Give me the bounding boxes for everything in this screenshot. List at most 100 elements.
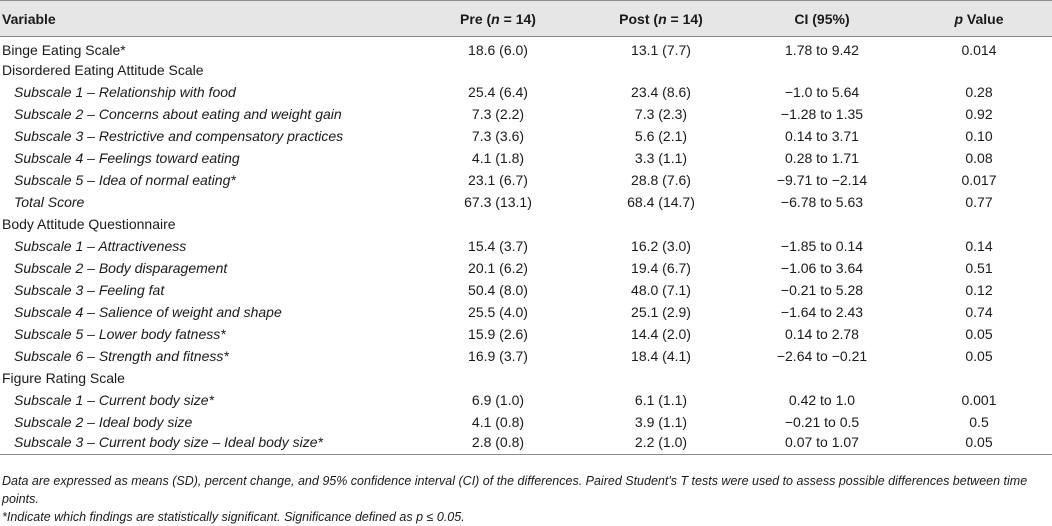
cell-ci: [738, 59, 906, 81]
header-post-prefix: Post (: [619, 10, 659, 27]
cell-post: 13.1 (7.7): [631, 41, 691, 58]
cell-post: [584, 59, 738, 81]
cell-variable: Subscale 1 – Current body size*: [14, 391, 214, 408]
cell-variable: Total Score: [14, 193, 85, 210]
cell-p: 0.001: [961, 391, 997, 408]
cell-post: 16.2 (3.0): [631, 237, 691, 254]
table-row: Subscale 4 – Feelings toward eating 4.1 …: [0, 147, 1052, 169]
cell-p: 0.77: [965, 193, 993, 210]
cell-variable: Subscale 3 – Feeling fat: [14, 281, 165, 298]
cell-variable: Subscale 4 – Salience of weight and shap…: [14, 303, 282, 320]
header-pre-suffix: = 14): [499, 10, 536, 27]
cell-p: 0.10: [965, 127, 993, 144]
cell-pre: 50.4 (8.0): [468, 281, 528, 298]
cell-ci: 0.28 to 1.71: [785, 149, 859, 166]
cell-variable: Disordered Eating Attitude Scale: [2, 61, 204, 78]
table-row: Subscale 1 – Attractiveness 15.4 (3.7) 1…: [0, 235, 1052, 257]
cell-post: 23.4 (8.6): [631, 83, 691, 100]
cell-p: 0.017: [961, 171, 997, 188]
table-row: Subscale 5 – Lower body fatness* 15.9 (2…: [0, 323, 1052, 345]
table-row: Subscale 1 – Relationship with food 25.4…: [0, 81, 1052, 103]
table-row: Binge Eating Scale* 18.6 (6.0) 13.1 (7.7…: [0, 37, 1052, 59]
header-p-italic: p: [954, 10, 964, 27]
cell-ci: −1.64 to 2.43: [780, 303, 864, 320]
cell-ci: 1.78 to 9.42: [785, 41, 859, 58]
cell-ci: 0.42 to 1.0: [788, 391, 856, 408]
cell-p: 0.05: [906, 432, 1052, 455]
cell-p: 0.92: [965, 105, 993, 122]
cell-post: 5.6 (2.1): [634, 127, 688, 144]
cell-post: 18.4 (4.1): [631, 347, 691, 364]
table-row: Subscale 3 – Feeling fat 50.4 (8.0) 48.0…: [0, 279, 1052, 301]
table-footnote-significance: *Indicate which findings are statistical…: [2, 510, 465, 524]
cell-p: [906, 367, 1052, 389]
cell-variable: Subscale 3 – Restrictive and compensator…: [14, 127, 344, 144]
table-footnote-data: Data are expressed as means (SD), percen…: [2, 474, 1028, 506]
cell-pre: 6.9 (1.0): [471, 391, 525, 408]
header-post-suffix: = 14): [666, 10, 703, 27]
cell-ci: [738, 213, 906, 235]
header-post: Post (n = 14): [584, 0, 738, 37]
cell-pre: 2.8 (0.8): [412, 432, 584, 455]
table-header: Variable Pre (n = 14) Post (n = 14) CI (…: [0, 0, 1052, 37]
header-ci: CI (95%): [738, 0, 906, 37]
cell-pre: [412, 59, 584, 81]
header-pre-prefix: Pre (: [460, 10, 492, 27]
cell-variable: Figure Rating Scale: [2, 369, 125, 386]
table-row: Subscale 3 – Restrictive and compensator…: [0, 125, 1052, 147]
cell-ci: −9.71 to −2.14: [776, 171, 868, 188]
cell-variable: Subscale 1 – Attractiveness: [14, 237, 187, 254]
cell-pre: 15.4 (3.7): [468, 237, 528, 254]
cell-variable: Subscale 3 – Current body size – Ideal b…: [0, 432, 412, 455]
cell-pre: [412, 213, 584, 235]
table-row: Subscale 2 – Concerns about eating and w…: [0, 103, 1052, 125]
table-row: Subscale 2 – Ideal body size 4.1 (0.8) 3…: [0, 411, 1052, 433]
cell-post: [584, 213, 738, 235]
results-table: Variable Pre (n = 14) Post (n = 14) CI (…: [0, 0, 1052, 455]
header-pre-n: n: [491, 10, 500, 27]
cell-variable: Binge Eating Scale*: [2, 41, 126, 58]
cell-pre: 15.9 (2.6): [468, 325, 528, 342]
cell-post: 6.1 (1.1): [634, 391, 688, 408]
cell-pre: 67.3 (13.1): [464, 193, 532, 210]
header-variable: Variable: [0, 0, 412, 37]
cell-ci: −1.85 to 0.14: [780, 237, 864, 254]
cell-post: 28.8 (7.6): [631, 171, 691, 188]
cell-post: 2.2 (1.0): [584, 432, 738, 455]
cell-ci: −0.21 to 0.5: [784, 413, 860, 430]
cell-pre: 4.1 (1.8): [471, 149, 525, 166]
cell-ci: [738, 367, 906, 389]
cell-post: 14.4 (2.0): [631, 325, 691, 342]
cell-ci: −1.06 to 3.64: [780, 259, 864, 276]
cell-ci: 0.07 to 1.07: [738, 432, 906, 455]
cell-variable: Subscale 6 – Strength and fitness*: [14, 347, 229, 364]
header-row: Variable Pre (n = 14) Post (n = 14) CI (…: [0, 0, 1052, 37]
cell-p: 0.5: [969, 413, 989, 430]
cell-post: 48.0 (7.1): [631, 281, 691, 298]
cell-pre: 7.3 (3.6): [471, 127, 525, 144]
table-section-row: Figure Rating Scale: [0, 367, 1052, 389]
cell-ci: 0.14 to 3.71: [785, 127, 859, 144]
table-body: Binge Eating Scale* 18.6 (6.0) 13.1 (7.7…: [0, 37, 1052, 455]
table-section-row: Body Attitude Questionnaire: [0, 213, 1052, 235]
cell-post: 25.1 (2.9): [631, 303, 691, 320]
cell-ci: −1.0 to 5.64: [784, 83, 860, 100]
cell-pre: 7.3 (2.2): [471, 105, 525, 122]
cell-ci: −6.78 to 5.63: [780, 193, 864, 210]
cell-post: 19.4 (6.7): [631, 259, 691, 276]
cell-ci: −2.64 to −0.21: [776, 347, 868, 364]
table-row: Subscale 3 – Current body size – Ideal b…: [0, 432, 1052, 455]
table-row: Total Score 67.3 (13.1) 68.4 (14.7) −6.7…: [0, 191, 1052, 213]
cell-p: 0.08: [965, 149, 993, 166]
table-row: Subscale 1 – Current body size* 6.9 (1.0…: [0, 389, 1052, 411]
cell-ci: −1.28 to 1.35: [780, 105, 864, 122]
cell-pre: 25.4 (6.4): [468, 83, 528, 100]
cell-variable: Subscale 2 – Body disparagement: [14, 259, 228, 276]
cell-pre: 4.1 (0.8): [471, 413, 525, 430]
cell-p: 0.12: [965, 281, 993, 298]
cell-pre: 20.1 (6.2): [468, 259, 528, 276]
cell-variable: Subscale 4 – Feelings toward eating: [14, 149, 240, 166]
cell-p: 0.14: [965, 237, 993, 254]
cell-pre: 25.5 (4.0): [468, 303, 528, 320]
cell-p: 0.51: [965, 259, 993, 276]
